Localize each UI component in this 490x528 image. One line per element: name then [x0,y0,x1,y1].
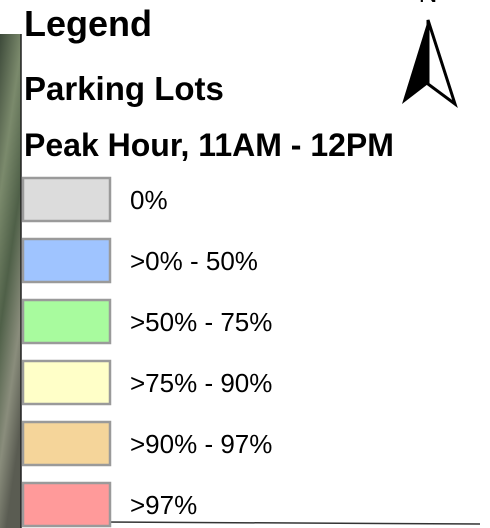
legend-item-label: >0% - 50% [130,246,258,276]
map-legend: N 0% >0% - 50% >50% - 75% >75% - 90% >90% - … [0,0,490,528]
north-arrow: N [402,0,455,104]
legend-item-label: 0% [130,185,168,215]
legend-swatch [23,361,110,404]
arrow-right [428,20,455,104]
legend-swatch [23,422,110,465]
legend-item-label: >50% - 75% [130,307,272,337]
legend-item-label: >75% - 90% [130,368,272,398]
legend-swatch [23,239,110,282]
map-edge [100,522,480,524]
arrow-left [402,20,428,104]
legend-swatch [23,178,110,221]
legend-title: Legend [24,4,152,44]
legend-items: 0% >0% - 50% >50% - 75% >75% - 90% >90% - 97… [23,178,272,526]
aerial-imagery [0,34,21,528]
legend-period: Peak Hour, 11AM - 12PM [24,126,394,164]
legend-subtitle: Parking Lots [24,70,224,108]
legend-swatch [23,300,110,343]
legend-item-label: >97% [130,490,197,520]
legend-swatch [23,483,110,526]
north-label: N [419,0,438,8]
legend-item-label: >90% - 97% [130,429,272,459]
